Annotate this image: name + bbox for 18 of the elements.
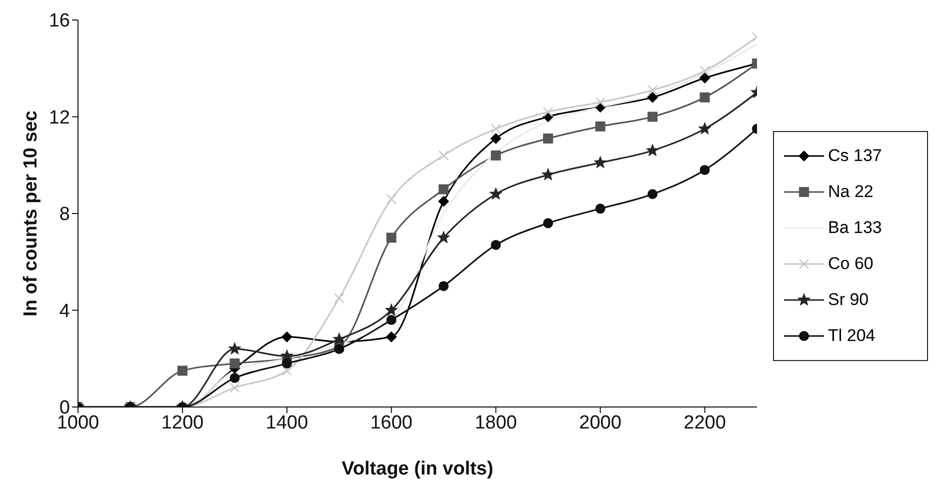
y-tick-label: 8 — [59, 204, 70, 226]
y-tick-label: 12 — [48, 107, 70, 128]
legend-label: Sr 90 — [828, 290, 869, 310]
x-tick-label: 1800 — [474, 412, 517, 434]
x-tick-label: 1400 — [266, 412, 308, 434]
legend-label: Co 60 — [828, 254, 874, 274]
y-tick-label: 16 — [48, 10, 70, 32]
x-tick-label: 2000 — [579, 412, 622, 434]
y-tick-label: 4 — [59, 300, 70, 322]
x-tick-label: 1200 — [161, 412, 204, 434]
y-axis-title: In of counts per 10 sec — [20, 110, 42, 316]
x-axis-title: Voltage (in volts) — [342, 458, 494, 480]
legend-label: Tl 204 — [828, 326, 876, 346]
x-tick-label: 1600 — [370, 412, 413, 434]
legend-label: Na 22 — [828, 182, 874, 202]
legend-label: Ba 133 — [828, 218, 882, 238]
x-tick-label: 2200 — [684, 412, 726, 434]
legend-label: Cs 137 — [828, 146, 882, 166]
